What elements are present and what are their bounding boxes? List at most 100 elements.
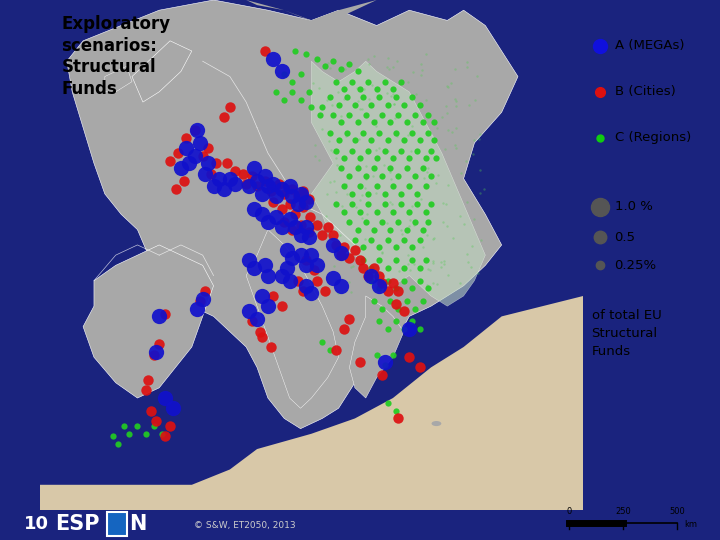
Point (310, 268, 321, 277)
Polygon shape (246, 0, 377, 25)
Point (465, 262, 477, 271)
Text: C (Regions): C (Regions) (615, 131, 690, 144)
Point (345, 287, 356, 296)
Point (330, 275, 341, 284)
Text: B (Cities): B (Cities) (615, 85, 675, 98)
Point (367, 172, 379, 180)
Point (307, 79, 318, 88)
Point (472, 72, 483, 80)
Point (358, 85, 369, 93)
Ellipse shape (431, 421, 441, 426)
Point (343, 278, 354, 287)
Polygon shape (132, 41, 192, 102)
Point (402, 151, 413, 160)
Point (366, 81, 377, 90)
Point (442, 126, 454, 134)
Point (439, 145, 451, 153)
Point (420, 50, 432, 59)
Point (436, 113, 447, 122)
Point (438, 218, 449, 227)
Point (419, 174, 431, 183)
Point (359, 254, 370, 262)
Point (387, 286, 398, 294)
Polygon shape (349, 296, 404, 398)
Point (312, 270, 324, 279)
Point (402, 260, 413, 268)
Point (335, 231, 346, 239)
Point (418, 242, 429, 251)
Point (427, 279, 438, 288)
Point (310, 152, 321, 160)
Point (390, 114, 401, 123)
Point (438, 256, 450, 265)
Text: km: km (684, 520, 697, 529)
Point (410, 90, 421, 98)
Point (356, 214, 368, 222)
Point (330, 153, 341, 162)
Point (473, 134, 485, 143)
Point (356, 191, 367, 199)
Point (334, 253, 346, 262)
Point (337, 180, 348, 189)
Point (340, 65, 351, 74)
Point (378, 160, 390, 169)
Point (346, 147, 358, 156)
Point (424, 200, 436, 208)
Point (450, 124, 462, 132)
Point (474, 129, 486, 138)
Point (320, 211, 332, 220)
Point (385, 92, 397, 100)
Point (321, 95, 333, 104)
Point (415, 71, 427, 79)
Point (361, 210, 372, 219)
Text: © S&W, ET2050, 2013: © S&W, ET2050, 2013 (194, 522, 296, 530)
Text: 0.25%: 0.25% (615, 259, 657, 272)
Point (449, 64, 461, 73)
Point (371, 116, 382, 125)
Point (322, 59, 333, 68)
Point (330, 161, 342, 170)
Point (381, 219, 392, 227)
Point (362, 55, 374, 64)
Point (341, 190, 352, 198)
Point (320, 63, 331, 71)
Point (353, 135, 364, 144)
Point (415, 59, 426, 68)
Point (313, 84, 325, 92)
Point (455, 169, 467, 178)
Point (310, 141, 321, 150)
Point (354, 105, 366, 113)
Point (333, 289, 344, 298)
Point (369, 52, 380, 60)
Point (330, 187, 341, 196)
Point (387, 63, 399, 72)
Text: N: N (130, 514, 147, 535)
Point (461, 198, 472, 206)
Point (313, 156, 325, 164)
Point (372, 267, 384, 276)
Point (438, 199, 449, 207)
Point (396, 100, 408, 109)
Point (325, 146, 337, 154)
Point (313, 255, 325, 264)
Point (348, 262, 359, 271)
Point (475, 235, 487, 244)
Point (472, 268, 484, 277)
Point (415, 194, 427, 203)
Point (360, 161, 372, 170)
Point (404, 215, 415, 224)
Point (328, 177, 340, 186)
Point (431, 124, 442, 132)
Point (345, 111, 356, 119)
Point (326, 101, 338, 110)
Point (451, 97, 462, 105)
FancyBboxPatch shape (107, 512, 127, 536)
Point (384, 167, 395, 176)
Point (422, 265, 433, 274)
Polygon shape (83, 245, 214, 398)
Polygon shape (40, 296, 583, 510)
Point (446, 127, 458, 136)
Point (408, 221, 419, 230)
Point (428, 259, 439, 267)
Point (386, 200, 397, 209)
